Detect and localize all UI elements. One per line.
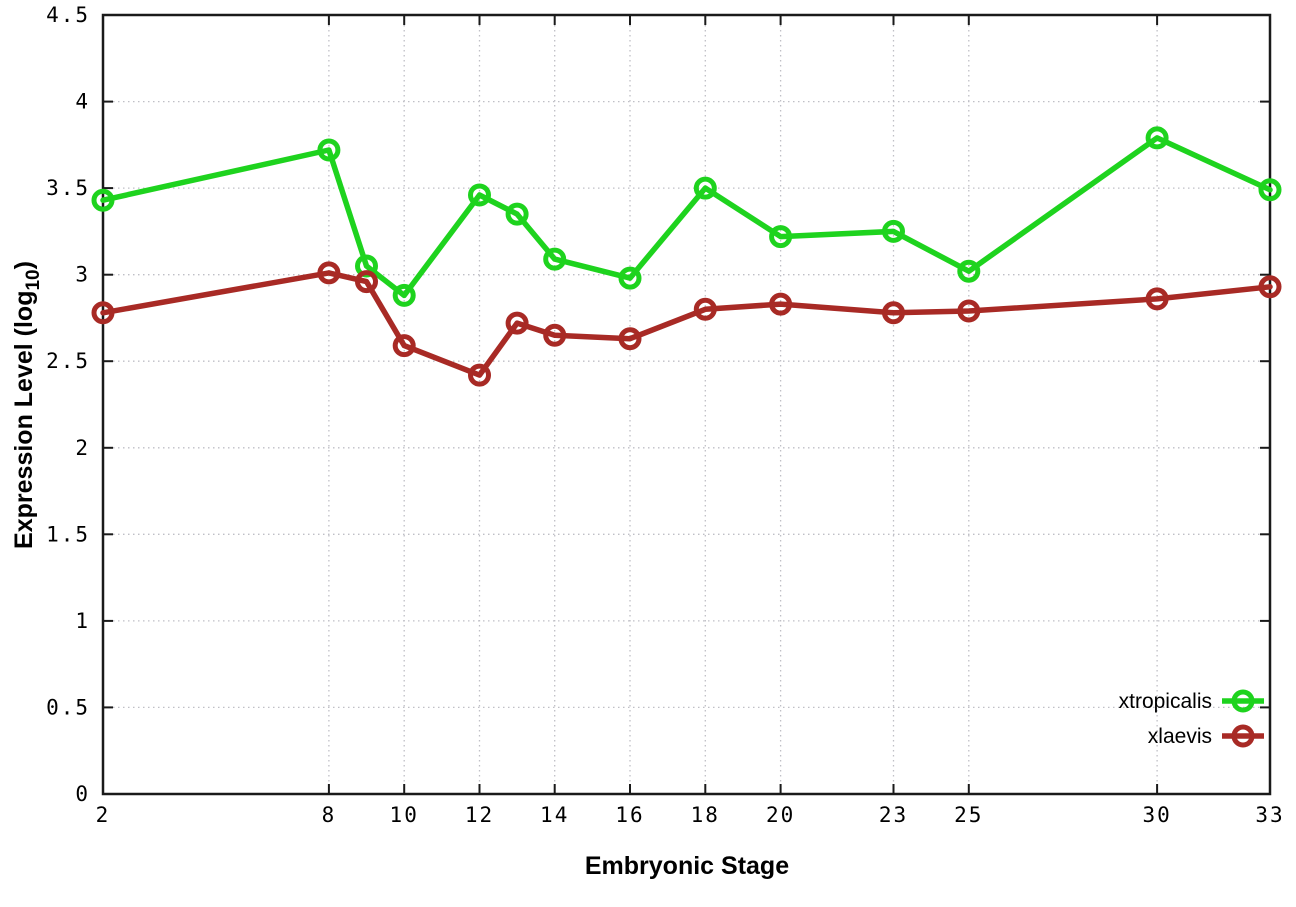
y-tick-label: 1.5 (46, 522, 90, 546)
series-xtropicalis (91, 126, 1282, 307)
data-point-xtropicalis (392, 283, 416, 307)
x-tick-label: 18 (691, 803, 720, 827)
legend-item-xtropicalis: xtropicalis (1119, 689, 1264, 713)
data-point-xtropicalis (543, 247, 567, 271)
y-tick-label: 4.5 (46, 3, 90, 27)
x-tick-label: 12 (465, 803, 494, 827)
axis-ticks (102, 14, 1271, 795)
data-point-xtropicalis (957, 259, 981, 283)
data-point-xtropicalis (769, 225, 793, 249)
y-axis-title-subscript: 10 (23, 269, 44, 290)
x-tick-label: 14 (540, 803, 569, 827)
data-point-xlaevis (468, 363, 491, 387)
data-point-xlaevis (91, 301, 115, 325)
x-tick-label: 10 (390, 803, 419, 827)
data-point-xlaevis (882, 301, 905, 325)
data-point-xlaevis (693, 297, 717, 321)
data-point-xtropicalis (468, 183, 491, 207)
y-tick-label: 3.5 (46, 176, 90, 200)
data-point-xtropicalis (618, 266, 642, 290)
data-point-xlaevis (392, 334, 416, 358)
x-tick-label: 23 (879, 803, 908, 827)
x-tick-label: 8 (322, 803, 337, 827)
y-tick-label: 0.5 (46, 695, 90, 719)
x-tick-label: 25 (954, 803, 983, 827)
data-point-xtropicalis (882, 219, 905, 243)
data-point-xlaevis (317, 261, 341, 285)
data-point-xtropicalis (91, 188, 115, 212)
series-line-xlaevis (100, 270, 1273, 378)
y-tick-labels: 0 0.5 1 1.5 2 2.5 3 3.5 4 4.5 (46, 3, 90, 806)
data-point-xlaevis (355, 270, 378, 294)
data-point-xtropicalis (505, 202, 529, 226)
y-tick-label: 2 (75, 436, 90, 460)
data-point-xtropicalis (1145, 126, 1169, 150)
x-tick-label: 20 (766, 803, 795, 827)
x-tick-labels: 2 8 10 12 14 16 18 20 23 25 30 33 (96, 803, 1284, 827)
y-tick-label: 0 (75, 782, 90, 806)
data-point-xlaevis (769, 292, 793, 316)
data-point-xtropicalis (1258, 178, 1282, 202)
plot-border (101, 13, 1272, 796)
y-tick-label: 3 (75, 263, 90, 287)
y-tick-label: 2.5 (46, 349, 90, 373)
data-point-xlaevis (505, 311, 529, 335)
x-tick-label: 30 (1142, 803, 1171, 827)
data-point-xlaevis (1145, 287, 1169, 311)
x-tick-label: 33 (1255, 803, 1284, 827)
legend-item-xlaevis: xlaevis (1148, 724, 1264, 748)
x-axis-title: Embryonic Stage (585, 852, 789, 880)
legend-label-xtropicalis: xtropicalis (1119, 690, 1212, 713)
legend-sample-marker-xlaevis (1231, 724, 1255, 748)
data-point-xtropicalis (317, 138, 341, 162)
x-tick-label: 2 (96, 803, 111, 827)
x-tick-label: 16 (615, 803, 644, 827)
data-point-xlaevis (1258, 275, 1282, 299)
y-tick-label: 1 (75, 609, 90, 633)
legend: xtropicalis xlaevis (1119, 689, 1264, 748)
y-tick-label: 4 (75, 90, 90, 114)
series-xlaevis (91, 261, 1282, 387)
legend-label-xlaevis: xlaevis (1148, 725, 1212, 748)
data-point-xtropicalis (693, 176, 717, 200)
data-point-xlaevis (957, 299, 981, 323)
legend-sample-marker-xtropicalis (1231, 689, 1255, 713)
data-point-xlaevis (618, 327, 642, 351)
data-point-xlaevis (543, 323, 567, 347)
